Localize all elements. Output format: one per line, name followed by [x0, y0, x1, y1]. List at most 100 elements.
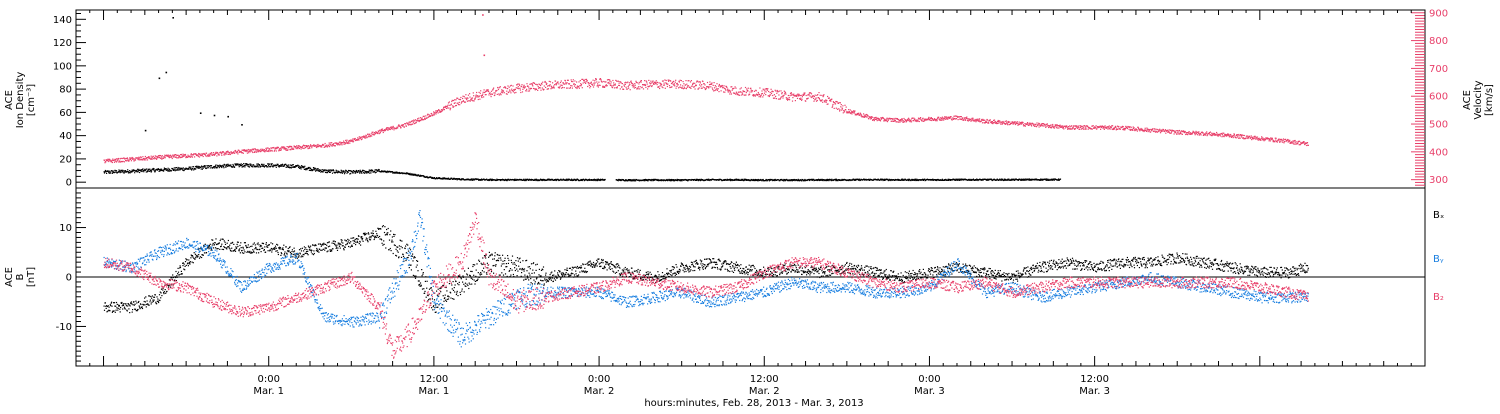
data-point	[368, 172, 369, 173]
data-point	[112, 159, 113, 160]
data-point	[488, 91, 489, 92]
data-point	[129, 159, 130, 160]
data-point	[348, 142, 349, 143]
data-point	[219, 154, 220, 155]
data-point	[452, 105, 453, 106]
data-point	[635, 85, 636, 86]
data-point	[1034, 125, 1035, 126]
data-point	[1117, 129, 1118, 130]
data-point	[655, 82, 656, 83]
data-point	[416, 122, 417, 123]
data-point	[578, 81, 579, 82]
data-point	[704, 87, 705, 88]
data-point	[400, 127, 401, 128]
data-point	[604, 87, 605, 88]
data-point	[550, 88, 551, 89]
data-point	[161, 169, 162, 170]
data-point	[782, 92, 783, 93]
data-point	[600, 85, 601, 86]
data-point	[256, 164, 257, 165]
data-point	[874, 120, 875, 121]
data-point	[205, 165, 206, 166]
data-point	[145, 159, 146, 160]
top-right-tick-label-1: 400	[1429, 147, 1448, 158]
data-point	[768, 91, 769, 92]
data-point	[467, 101, 468, 102]
data-point	[844, 110, 845, 111]
data-point	[641, 80, 642, 81]
data-point	[481, 95, 482, 96]
data-point	[173, 155, 174, 156]
data-point	[614, 85, 615, 86]
data-point	[363, 172, 364, 173]
data-point	[667, 86, 668, 87]
data-point	[1093, 125, 1094, 126]
data-point	[248, 149, 249, 150]
data-point	[778, 91, 779, 92]
data-point	[211, 154, 212, 155]
data-point	[126, 160, 127, 161]
data-point	[280, 150, 281, 151]
data-point	[1073, 126, 1074, 127]
data-point	[703, 87, 704, 88]
data-point	[131, 160, 132, 161]
data-point	[315, 171, 316, 172]
data-point	[704, 84, 705, 85]
top-right-tick-label-6: 900	[1429, 8, 1448, 19]
data-point	[910, 121, 911, 122]
data-point	[1063, 128, 1064, 129]
data-point	[490, 94, 491, 95]
data-point	[469, 100, 470, 101]
data-point	[116, 170, 117, 171]
data-point	[535, 84, 536, 85]
data-point	[116, 161, 117, 162]
data-point	[104, 160, 105, 161]
data-point	[571, 79, 572, 80]
data-point	[113, 160, 114, 161]
data-point	[353, 172, 354, 173]
data-point	[706, 88, 707, 89]
data-point	[476, 95, 477, 96]
data-point	[1131, 127, 1132, 128]
data-point	[978, 121, 979, 122]
data-point	[702, 81, 703, 82]
data-point	[329, 146, 330, 147]
data-point	[638, 83, 639, 84]
data-point	[1054, 128, 1055, 129]
data-point	[480, 90, 481, 91]
data-point	[453, 106, 454, 107]
data-point	[254, 151, 255, 152]
data-point	[346, 141, 347, 142]
data-point	[1002, 124, 1003, 125]
data-point	[556, 84, 557, 85]
data-point	[303, 167, 304, 168]
data-point	[177, 168, 178, 169]
data-point	[491, 180, 492, 181]
data-point	[791, 92, 792, 93]
data-point	[314, 169, 315, 170]
data-point	[135, 160, 136, 161]
data-point	[1096, 128, 1097, 129]
data-point	[712, 89, 713, 90]
data-point	[362, 138, 363, 139]
data-point	[438, 112, 439, 113]
data-point	[309, 148, 310, 149]
data-point	[460, 99, 461, 100]
data-point	[481, 97, 482, 98]
data-point	[1141, 128, 1142, 129]
data-point	[1027, 124, 1028, 125]
data-point	[883, 120, 884, 121]
data-point	[550, 81, 551, 82]
data-point	[1065, 127, 1066, 128]
data-point	[290, 146, 291, 147]
data-point	[328, 145, 329, 146]
outlier-point-7	[241, 124, 243, 126]
data-point	[443, 109, 444, 110]
data-point	[1136, 129, 1137, 130]
data-point	[1112, 125, 1113, 126]
data-point	[152, 157, 153, 158]
data-point	[690, 88, 691, 89]
data-point	[687, 87, 688, 88]
data-point	[762, 96, 763, 97]
data-point	[333, 143, 334, 144]
